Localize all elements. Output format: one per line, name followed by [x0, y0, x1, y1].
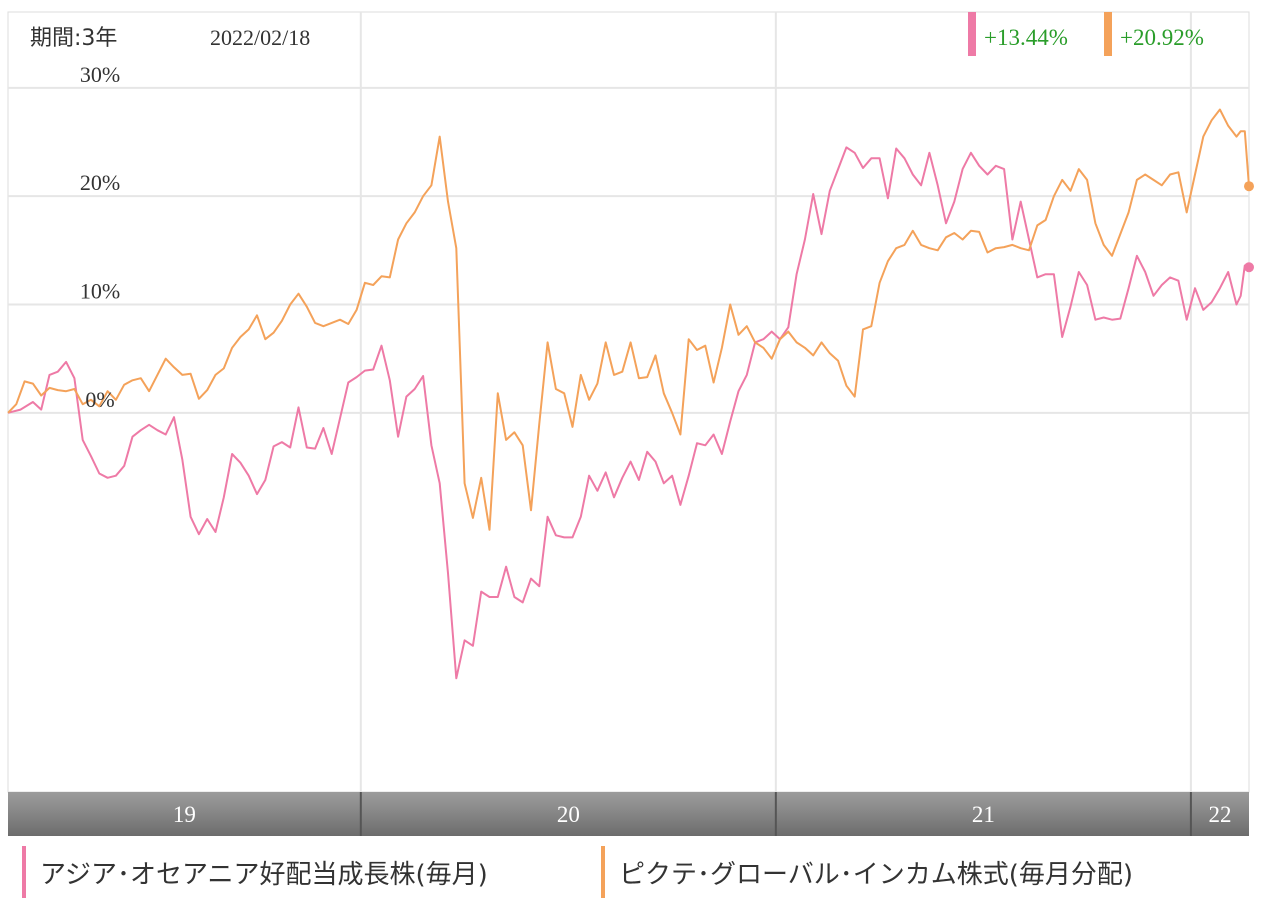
- x-axis-year-labels: 19 20 21 22: [173, 792, 1231, 836]
- y-tick-label: 0%: [85, 387, 114, 412]
- series-1-indicator: [968, 12, 976, 56]
- x-year-label: 20: [557, 802, 580, 827]
- series-2-change: +20.92%: [1120, 25, 1204, 50]
- legend-item-series-2: ピクテ･グローバル･インカム株式(毎月分配): [601, 846, 1133, 898]
- vertical-grid: [359, 12, 1192, 792]
- y-tick-label: 10%: [80, 279, 120, 304]
- plot-background: [7, 11, 1250, 793]
- legend-swatch-series-1: [22, 846, 26, 898]
- x-year-label: 22: [1208, 802, 1231, 827]
- x-year-label: 19: [173, 802, 196, 827]
- series-end-point-1: [1244, 262, 1254, 273]
- legend-label-series-2: ピクテ･グローバル･インカム株式(毎月分配): [619, 859, 1134, 890]
- y-tick-label: 20%: [80, 170, 120, 195]
- legend-label-series-1: アジア･オセアニア好配当成長株(毎月): [40, 859, 488, 890]
- series-line-2: [7, 108, 1250, 531]
- x-axis-bar: [8, 792, 1249, 836]
- period-label: 期間:3年: [30, 26, 117, 51]
- series-end-point-2: [1244, 181, 1254, 192]
- horizontal-grid: [8, 86, 1249, 414]
- series-1-change: +13.44%: [984, 25, 1068, 50]
- legend-item-series-1: アジア･オセアニア好配当成長株(毎月): [22, 846, 488, 898]
- legend-swatch-series-2: [601, 846, 605, 898]
- series-layer: [7, 108, 1254, 680]
- x-year-label: 21: [972, 802, 995, 827]
- series-2-indicator: [1104, 12, 1112, 56]
- date-label: 2022/02/18: [210, 25, 310, 50]
- series-line-1: [7, 146, 1250, 680]
- y-tick-labels: 30% 20% 10% 0%: [80, 62, 120, 412]
- y-tick-label: 30%: [80, 62, 120, 87]
